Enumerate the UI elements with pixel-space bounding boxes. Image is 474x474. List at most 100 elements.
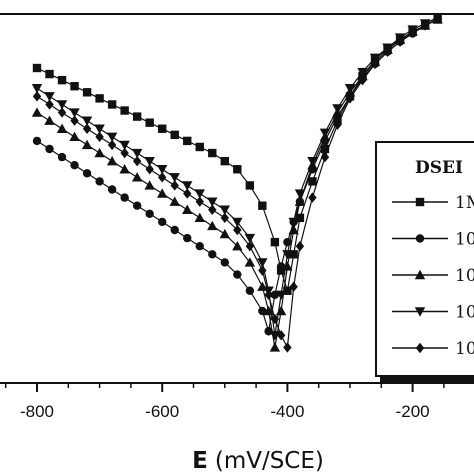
legend-entry: 10	[392, 230, 474, 250]
data-point	[170, 180, 179, 191]
data-point	[219, 205, 230, 215]
series-5	[32, 13, 442, 353]
data-point	[295, 213, 305, 223]
data-point	[158, 172, 167, 183]
legend-label: 10	[455, 339, 474, 359]
data-point	[307, 156, 318, 167]
data-point	[264, 327, 273, 336]
data-point	[207, 220, 218, 231]
data-point	[195, 242, 204, 251]
data-point	[332, 104, 343, 114]
data-point	[208, 250, 217, 259]
data-point	[369, 53, 381, 64]
data-point	[45, 144, 54, 154]
data-point	[69, 131, 80, 142]
x-axis-ticks: -800 -600 -400 -200	[4, 383, 445, 421]
legend: DSEI 1M 10 10 10 10	[375, 141, 474, 377]
data-point	[333, 119, 342, 130]
data-point	[120, 106, 129, 115]
legend-entry: 10	[392, 266, 474, 286]
data-point	[82, 88, 92, 97]
data-point	[94, 124, 105, 134]
data-point	[270, 313, 280, 325]
x-tick-label: -600	[145, 402, 179, 421]
data-point	[169, 196, 180, 206]
data-point	[233, 224, 242, 236]
data-point	[82, 123, 92, 134]
data-point	[81, 116, 93, 126]
data-point	[57, 107, 67, 118]
data-point	[157, 165, 168, 175]
data-point	[32, 136, 42, 146]
data-point	[257, 258, 268, 268]
legend-title: DSEI	[415, 158, 463, 178]
data-point	[294, 189, 306, 199]
legend-entry: 1M	[392, 193, 474, 213]
legend-marker	[414, 269, 426, 280]
data-point	[183, 188, 192, 199]
data-point	[194, 212, 205, 223]
data-point	[258, 201, 267, 210]
x-tick-label: -400	[270, 402, 304, 421]
legend-marker	[414, 307, 426, 317]
data-point	[158, 124, 167, 133]
data-point	[295, 241, 305, 252]
series-4	[31, 13, 443, 341]
data-point	[158, 217, 167, 227]
data-point	[408, 27, 417, 38]
data-point	[70, 82, 79, 91]
data-point	[275, 305, 287, 316]
data-point	[344, 84, 356, 94]
data-point	[245, 181, 255, 190]
data-point	[132, 201, 142, 210]
data-point	[288, 224, 299, 235]
data-point	[208, 148, 217, 158]
data-point	[170, 225, 179, 235]
data-point	[245, 286, 255, 295]
legend-entries: 1M 10 10 10 10	[392, 193, 474, 359]
data-point	[145, 164, 154, 175]
data-point	[107, 139, 117, 151]
data-point	[69, 108, 80, 118]
data-point	[94, 147, 105, 158]
data-point	[120, 193, 129, 202]
legend-label: 10	[455, 303, 474, 323]
data-point	[233, 165, 242, 174]
data-point	[81, 139, 93, 150]
data-point	[44, 115, 55, 125]
data-point	[288, 217, 299, 228]
data-point	[107, 185, 117, 194]
data-point	[56, 123, 68, 133]
data-point	[270, 237, 280, 247]
data-point	[32, 63, 42, 73]
legend-label: 10	[455, 266, 474, 286]
data-point	[131, 172, 143, 182]
x-tick-label: -200	[396, 402, 430, 421]
data-point	[95, 131, 104, 143]
data-point	[170, 130, 179, 140]
data-point	[282, 250, 293, 260]
data-point	[319, 128, 331, 138]
data-point	[194, 189, 205, 199]
data-point	[345, 93, 355, 104]
data-point	[276, 262, 286, 271]
data-point	[183, 136, 192, 146]
data-point	[57, 152, 67, 162]
data-point	[182, 181, 193, 191]
data-point	[207, 197, 218, 207]
x-axis-unit: (mV/SCE)	[215, 448, 324, 474]
data-point	[145, 118, 154, 127]
data-point	[95, 177, 104, 186]
data-point	[195, 142, 204, 152]
data-point	[183, 233, 192, 243]
legend-label: 10	[455, 230, 474, 250]
legend-shadow	[380, 376, 474, 382]
data-point	[45, 99, 54, 110]
data-point	[232, 217, 243, 228]
data-point	[420, 20, 430, 31]
data-point	[120, 147, 129, 159]
data-point	[70, 161, 79, 170]
data-point	[283, 342, 292, 353]
data-point	[106, 132, 118, 143]
